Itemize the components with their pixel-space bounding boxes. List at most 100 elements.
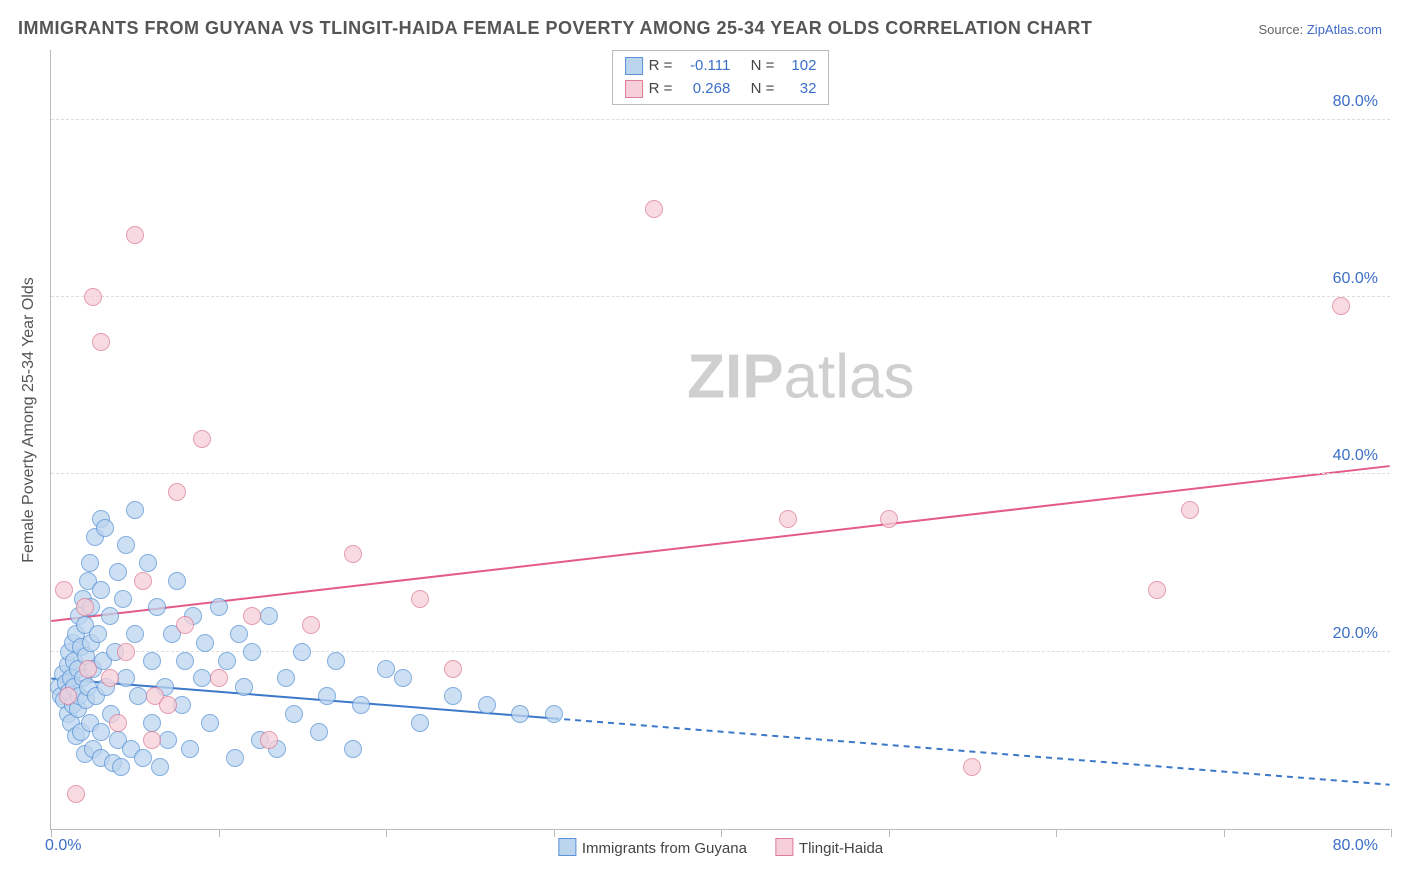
gridline (51, 119, 1390, 120)
scatter-point (176, 652, 194, 670)
scatter-point (478, 696, 496, 714)
scatter-point (159, 696, 177, 714)
scatter-point (411, 590, 429, 608)
scatter-point (84, 288, 102, 306)
scatter-point (963, 758, 981, 776)
scatter-point (243, 643, 261, 661)
scatter-point (277, 669, 295, 687)
scatter-point (59, 687, 77, 705)
x-tick (554, 829, 555, 837)
scatter-point (285, 705, 303, 723)
scatter-point (260, 607, 278, 625)
scatter-point (444, 660, 462, 678)
source-attribution: Source: ZipAtlas.com (1258, 22, 1382, 37)
x-tick (1056, 829, 1057, 837)
scatter-point (293, 643, 311, 661)
scatter-point (96, 519, 114, 537)
scatter-point (143, 652, 161, 670)
scatter-point (117, 669, 135, 687)
scatter-point (210, 669, 228, 687)
scatter-point (92, 723, 110, 741)
scatter-point (92, 581, 110, 599)
scatter-point (76, 598, 94, 616)
scatter-point (511, 705, 529, 723)
scatter-point (148, 598, 166, 616)
scatter-point (126, 226, 144, 244)
scatter-point (645, 200, 663, 218)
source-link[interactable]: ZipAtlas.com (1307, 22, 1382, 37)
scatter-point (193, 669, 211, 687)
legend-swatch (625, 80, 643, 98)
scatter-point (89, 625, 107, 643)
scatter-point (545, 705, 563, 723)
x-tick (1224, 829, 1225, 837)
legend-swatch (558, 838, 576, 856)
legend-n-value: 102 (780, 55, 816, 78)
scatter-point (55, 581, 73, 599)
scatter-point (181, 740, 199, 758)
scatter-point (112, 758, 130, 776)
correlation-legend: R =-0.111 N =102R =0.268 N =32 (612, 50, 830, 105)
scatter-point (126, 625, 144, 643)
legend-bottom-item: Immigrants from Guyana (558, 838, 747, 857)
scatter-point (235, 678, 253, 696)
scatter-point (134, 749, 152, 767)
legend-swatch (625, 57, 643, 75)
scatter-point (193, 430, 211, 448)
scatter-point (779, 510, 797, 528)
scatter-point (159, 731, 177, 749)
series-legend: Immigrants from GuyanaTlingit-Haida (558, 838, 883, 857)
scatter-point (260, 731, 278, 749)
trend-lines-layer (51, 50, 1390, 829)
x-tick (889, 829, 890, 837)
scatter-point (318, 687, 336, 705)
scatter-point (168, 572, 186, 590)
scatter-point (129, 687, 147, 705)
chart-title: IMMIGRANTS FROM GUYANA VS TLINGIT-HAIDA … (18, 18, 1092, 39)
scatter-point (243, 607, 261, 625)
y-tick-label: 20.0% (1333, 625, 1378, 643)
scatter-point (109, 563, 127, 581)
watermark-light: atlas (784, 343, 915, 412)
scatter-point (176, 616, 194, 634)
x-tick (219, 829, 220, 837)
gridline (51, 296, 1390, 297)
legend-n-prefix: N = (751, 55, 775, 78)
watermark-bold: ZIP (687, 343, 783, 412)
x-axis-min-label: 0.0% (45, 837, 81, 855)
scatter-point (109, 714, 127, 732)
scatter-point (114, 590, 132, 608)
watermark: ZIPatlas (687, 342, 914, 413)
x-tick (386, 829, 387, 837)
legend-row: R =-0.111 N =102 (625, 55, 817, 78)
scatter-point (344, 740, 362, 758)
legend-series-label: Immigrants from Guyana (582, 840, 747, 857)
scatter-point (79, 660, 97, 678)
scatter-point (101, 669, 119, 687)
scatter-point (444, 687, 462, 705)
x-axis-max-label: 80.0% (1333, 837, 1378, 855)
scatter-point (226, 749, 244, 767)
scatter-point (126, 501, 144, 519)
scatter-point (1181, 501, 1199, 519)
scatter-point (151, 758, 169, 776)
scatter-point (327, 652, 345, 670)
legend-r-value: -0.111 (678, 55, 730, 78)
scatter-point (168, 483, 186, 501)
legend-n-value: 32 (780, 78, 816, 101)
scatter-point (143, 714, 161, 732)
y-tick-label: 60.0% (1333, 270, 1378, 288)
scatter-point (134, 572, 152, 590)
scatter-point (92, 333, 110, 351)
scatter-point (218, 652, 236, 670)
legend-r-prefix: R = (649, 78, 673, 101)
scatter-point (411, 714, 429, 732)
x-tick (1391, 829, 1392, 837)
scatter-point (117, 536, 135, 554)
scatter-point (196, 634, 214, 652)
scatter-point (310, 723, 328, 741)
source-prefix: Source: (1258, 22, 1306, 37)
scatter-point (117, 643, 135, 661)
scatter-point (302, 616, 320, 634)
scatter-point (377, 660, 395, 678)
